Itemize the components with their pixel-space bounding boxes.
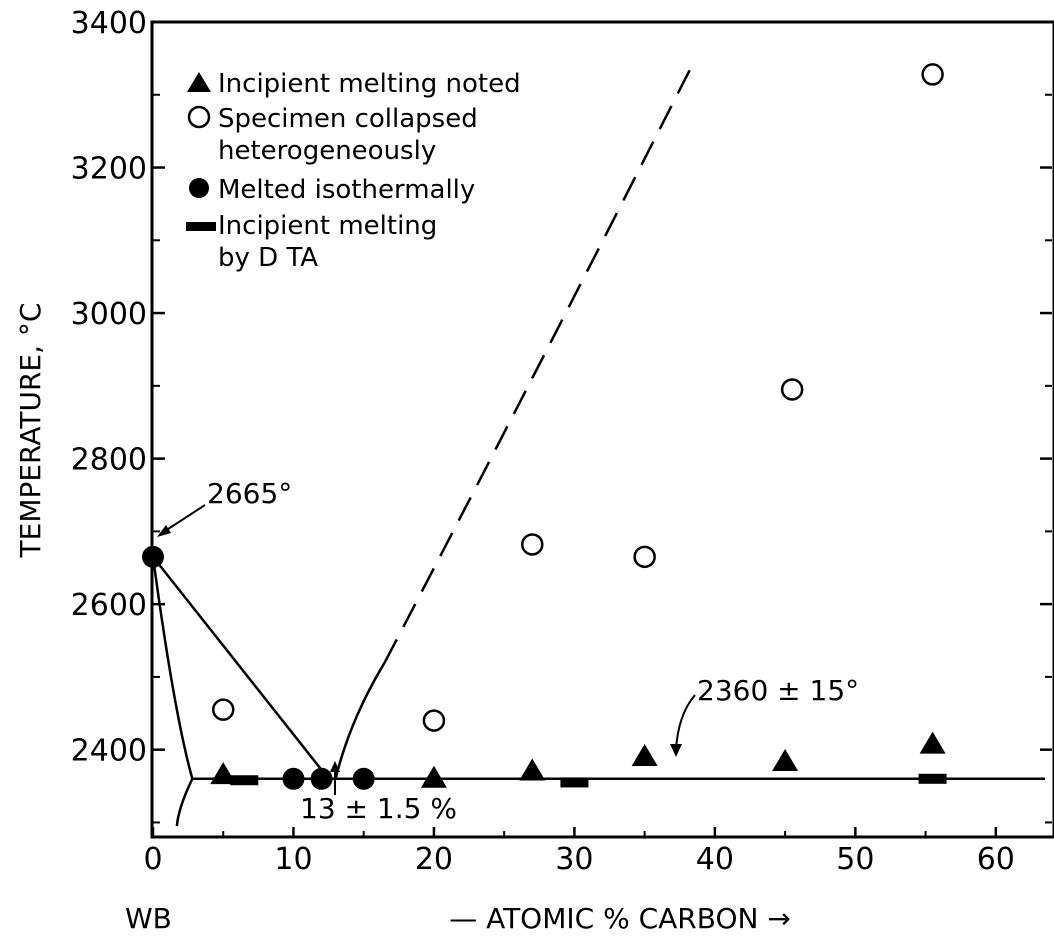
filled-circle-point <box>310 767 333 790</box>
y-axis-label: TEMPERATURE, °C <box>14 303 47 559</box>
y-tick-label: 3000 <box>71 297 147 332</box>
y-tick-label: 3200 <box>71 152 147 187</box>
liquidus-right-solid <box>334 661 386 780</box>
legend-item-bar: Incipient melting <box>218 211 437 241</box>
legend-bar-marker <box>186 222 216 231</box>
triangle-point <box>772 749 799 772</box>
legend-item-open-circle-line2: heterogeneously <box>218 136 436 166</box>
solvus-curve <box>175 778 194 827</box>
eutectic-comp-arrowhead <box>330 761 340 772</box>
y-axis: 2400 2600 2800 3000 3200 3400 <box>71 6 165 824</box>
x-axis: 0 10 20 30 40 50 60 <box>143 827 1015 877</box>
x-tick-label: 0 <box>143 842 162 877</box>
legend-item-open-circle: Specimen collapsed <box>218 104 478 134</box>
y-tick-label: 2600 <box>71 588 147 623</box>
data-markers <box>142 63 947 790</box>
legend-item-triangle: Incipient melting noted <box>218 69 521 99</box>
x-tick-label: 10 <box>274 842 312 877</box>
triangle-point <box>631 743 658 766</box>
filled-circle-point <box>142 545 164 568</box>
x-tick-label: 30 <box>555 842 593 877</box>
x-tick-label: 60 <box>977 842 1015 877</box>
liquidus-line <box>152 556 330 780</box>
y-tick-label: 2400 <box>71 734 147 769</box>
open-circle-point <box>211 698 235 721</box>
filled-circle-point <box>282 767 305 790</box>
x-tick-label: 20 <box>415 842 453 877</box>
eutectic-temp-arrow <box>675 694 696 751</box>
y-tick-label: 3400 <box>71 6 147 41</box>
open-circle-point <box>422 709 446 732</box>
bar-point <box>918 773 947 784</box>
legend-filled-circle-marker <box>189 178 209 198</box>
open-circle-point <box>921 63 944 86</box>
triangle-point <box>919 731 946 754</box>
legend-item-bar-line2: by D TA <box>218 243 318 273</box>
eutectic-comp-label: 13 ± 1.5 % <box>300 792 457 825</box>
filled-circle-point <box>352 767 375 790</box>
melting-point-arrowhead <box>157 525 171 537</box>
legend-triangle-marker <box>187 72 211 92</box>
solidus-curve <box>151 556 194 780</box>
eutectic-temp-arrowhead <box>670 744 682 757</box>
x-axis-label: — ATOMIC % CARBON → <box>449 902 791 935</box>
x-left-label: WB <box>125 902 172 935</box>
legend-item-filled-circle: Melted isothermally <box>218 175 475 205</box>
triangle-point <box>210 762 237 785</box>
legend-open-circle-marker <box>187 105 211 129</box>
y-tick-label: 2800 <box>71 443 147 478</box>
plot-frame <box>150 20 1054 839</box>
liquidus-right-dashed <box>383 61 695 663</box>
open-circle-point <box>633 545 656 569</box>
right-axis-ticks <box>1040 20 1052 824</box>
eutectic-temp-label: 2360 ± 15° <box>697 674 859 707</box>
open-circle-point <box>780 378 804 401</box>
melting-point-label: 2665° <box>207 477 292 510</box>
open-circle-point <box>521 533 544 556</box>
bar-point <box>230 775 259 786</box>
bar-point <box>560 777 589 788</box>
x-tick-label: 40 <box>696 842 734 877</box>
triangle-point <box>519 758 546 781</box>
melting-point-arrow <box>161 504 206 534</box>
x-tick-label: 50 <box>836 842 874 877</box>
triangle-point <box>420 765 447 788</box>
legend: Incipient melting noted Specimen collaps… <box>186 69 521 273</box>
